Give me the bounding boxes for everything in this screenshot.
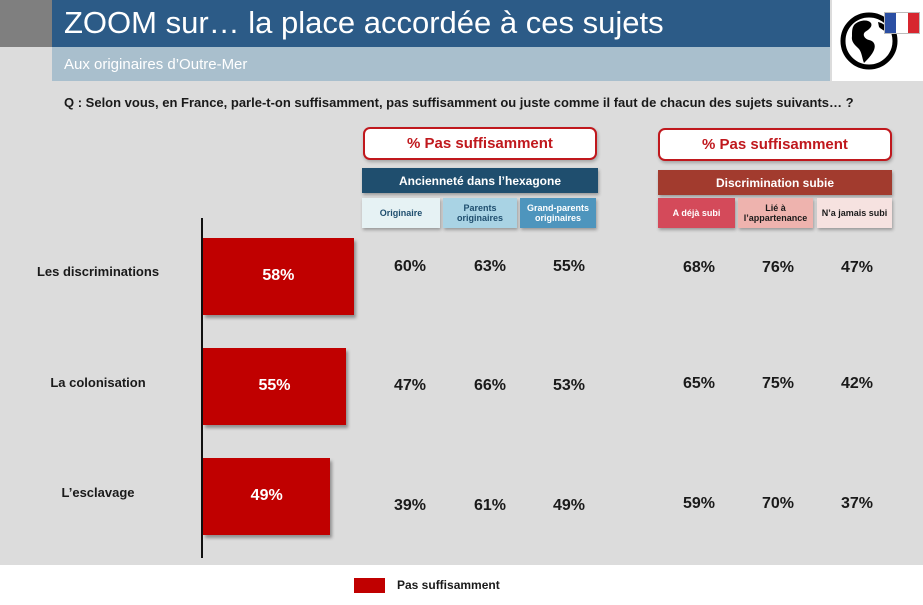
value-cell: 61% <box>473 497 507 514</box>
bar-2 <box>203 348 346 425</box>
value-cell: 59% <box>682 495 716 512</box>
bar-3 <box>203 458 331 535</box>
value-cell: 37% <box>840 495 874 512</box>
group2-column-3: N’a jamais subi <box>817 198 892 228</box>
row-label: Les discriminations <box>36 264 160 279</box>
value-cell: 68% <box>682 259 716 276</box>
legend-swatch <box>354 578 385 593</box>
value-cell: 47% <box>393 377 427 394</box>
bar-data-label: 55% <box>258 376 291 394</box>
french-flag-icon <box>884 12 920 34</box>
group1-heading: Ancienneté dans l’hexagone <box>362 168 598 193</box>
slide-background <box>0 0 923 565</box>
row-label: La colonisation <box>50 375 146 390</box>
group1-column-3: Grand-parents originaires <box>520 198 596 228</box>
value-cell: 53% <box>552 377 586 394</box>
value-cell: 75% <box>761 375 795 392</box>
group1-column-2: Parents originaires <box>443 198 517 228</box>
title-bar <box>52 0 830 47</box>
group2-column-2: Lié à l’appartenance <box>738 198 813 228</box>
bar-data-label: 49% <box>250 486 283 504</box>
value-cell: 42% <box>840 375 874 392</box>
page-subtitle: Aux originaires d’Outre-Mer <box>64 56 248 73</box>
value-cell: 76% <box>761 259 795 276</box>
row-label: L’esclavage <box>61 485 135 500</box>
bar-data-label: 58% <box>262 266 295 284</box>
group1-column-1: Originaire <box>362 198 440 228</box>
value-cell: 55% <box>552 258 586 275</box>
value-cell: 47% <box>840 259 874 276</box>
subtitle-bar <box>52 47 830 81</box>
group2-column-1: A déjà subi <box>658 198 735 228</box>
page-title: ZOOM sur… la place accordée à ces sujets <box>64 5 664 40</box>
legend-label: Pas suffisamment <box>397 578 500 592</box>
question-text: Q : Selon vous, en France, parle-t-on su… <box>64 95 854 110</box>
header-accent <box>0 0 52 47</box>
value-cell: 66% <box>473 377 507 394</box>
group2-heading: Discrimination subie <box>658 170 892 195</box>
value-cell: 70% <box>761 495 795 512</box>
group1-pct-label: % Pas suffisamment <box>363 127 597 160</box>
value-cell: 49% <box>552 497 586 514</box>
value-cell: 63% <box>473 258 507 275</box>
value-cell: 39% <box>393 497 427 514</box>
value-cell: 60% <box>393 258 427 275</box>
bar-1 <box>203 238 354 315</box>
group2-pct-label: % Pas suffisamment <box>658 128 892 161</box>
chart-axis <box>201 218 203 558</box>
value-cell: 65% <box>682 375 716 392</box>
